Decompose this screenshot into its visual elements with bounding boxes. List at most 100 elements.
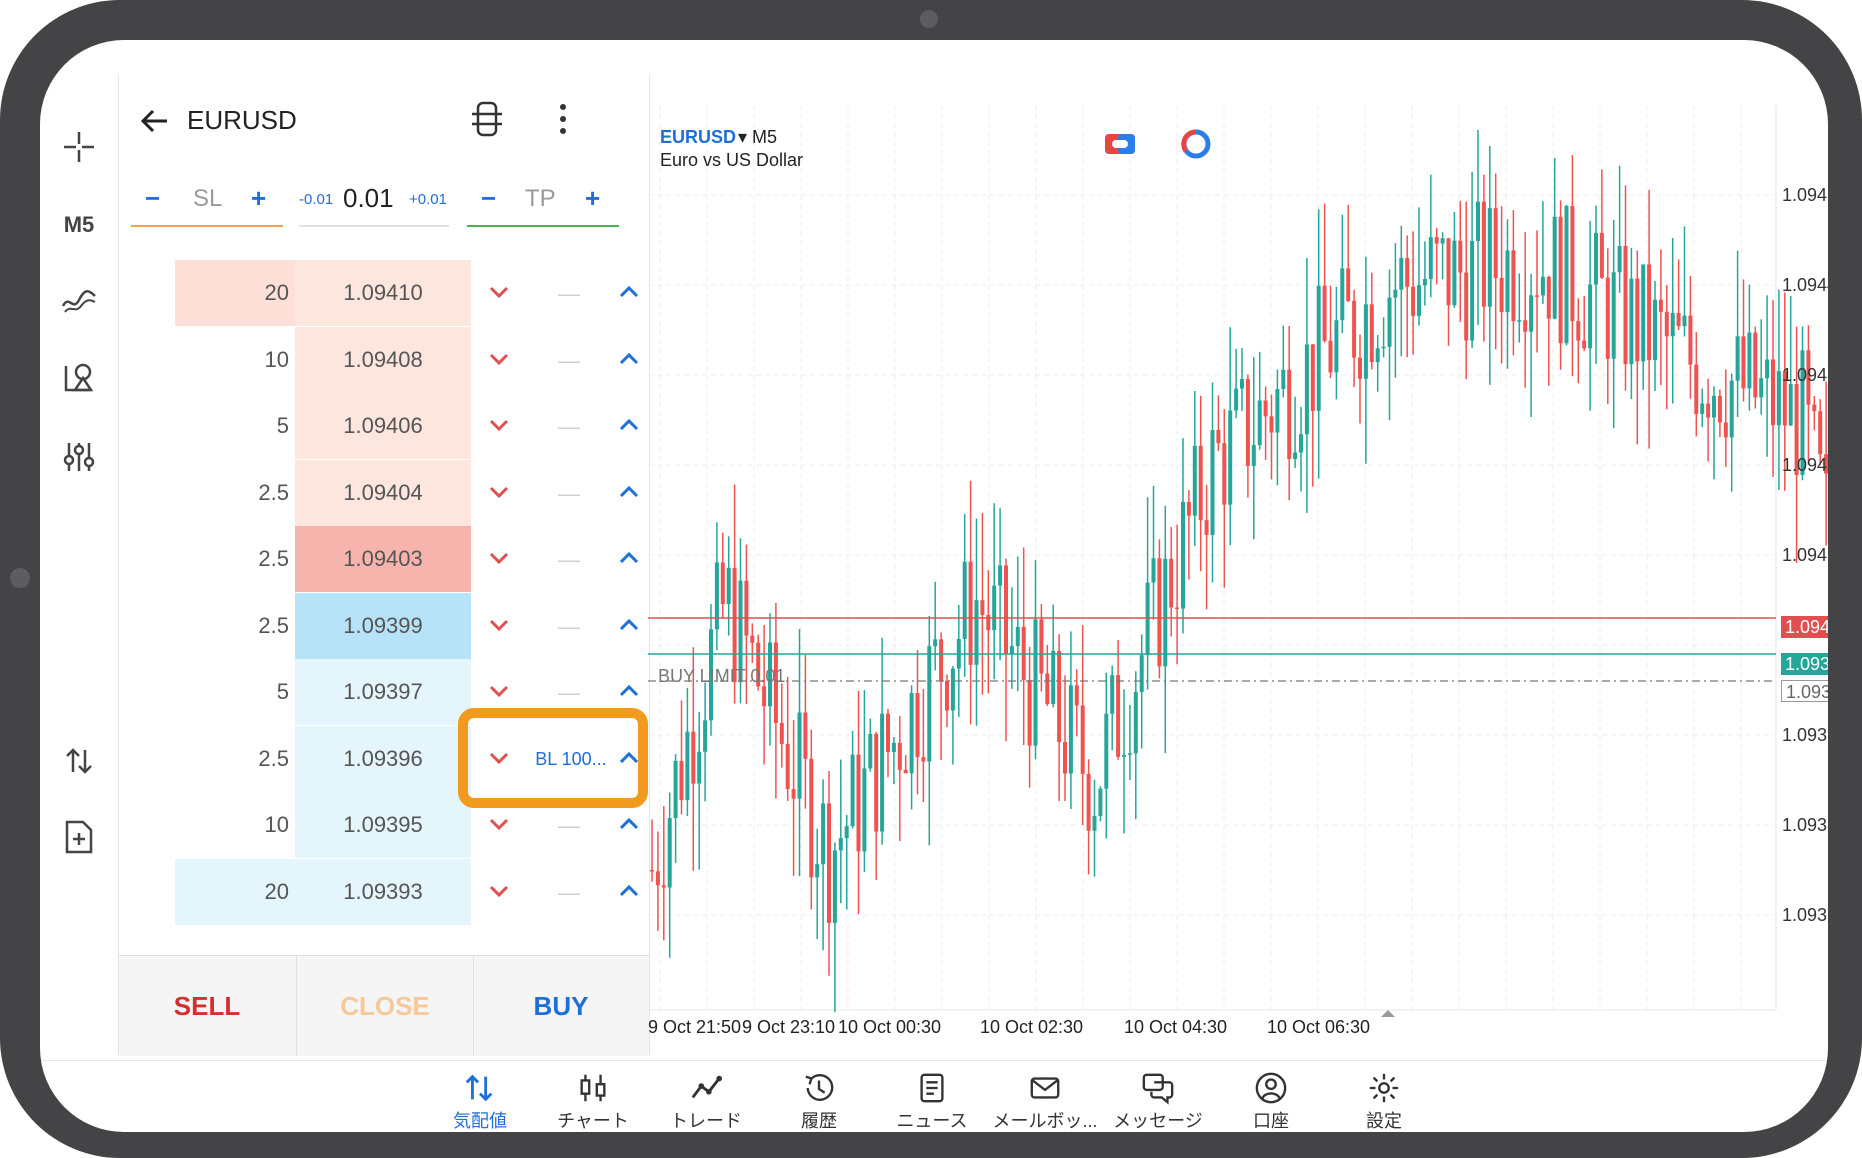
more-menu-icon[interactable] xyxy=(543,99,583,139)
sell-button[interactable]: SELL xyxy=(173,990,241,1021)
chart-symbol[interactable]: EURUSD xyxy=(660,127,737,147)
candle-body xyxy=(1812,404,1817,412)
sl-increase-button[interactable]: + xyxy=(251,183,267,213)
buy-limit-chevron-up-icon[interactable] xyxy=(615,877,643,905)
dom-row[interactable]: 10 1.09395 — xyxy=(119,792,649,858)
dom-row[interactable]: 5 1.09397 — xyxy=(119,659,649,725)
sell-limit-chevron-down-icon[interactable] xyxy=(485,611,513,639)
candle-body xyxy=(1664,311,1669,337)
nav-trade[interactable]: トレード xyxy=(651,1061,761,1132)
candle-body xyxy=(1251,445,1256,466)
sell-limit-chevron-down-icon[interactable] xyxy=(485,478,513,506)
row-volume: 5 xyxy=(276,413,289,438)
candle-body xyxy=(1293,452,1298,459)
buy-limit-chevron-up-icon[interactable] xyxy=(615,478,643,506)
candle-body xyxy=(703,720,708,752)
dom-view-icon[interactable] xyxy=(467,99,507,139)
dom-row[interactable]: 2.5 1.09399 — xyxy=(119,592,649,659)
buy-limit-chevron-up-icon[interactable] xyxy=(615,411,643,439)
volume-increase-button[interactable]: +0.01 xyxy=(409,191,447,208)
sl-decrease-button[interactable]: − xyxy=(145,183,161,213)
volume-control[interactable]: -0.01 0.01 +0.01 xyxy=(299,175,449,227)
nav-mail[interactable]: メールボッ... xyxy=(990,1061,1100,1132)
sell-limit-chevron-down-icon[interactable] xyxy=(485,744,513,772)
dom-row[interactable]: 2.5 1.09396 BL 100... xyxy=(119,725,649,792)
dom-row[interactable]: 20 1.09393 — xyxy=(119,858,649,925)
volume-decrease-button[interactable]: -0.01 xyxy=(299,191,334,208)
sell-limit-chevron-down-icon[interactable] xyxy=(485,278,513,306)
new-order-icon[interactable] xyxy=(52,810,106,864)
chart-canvas[interactable] xyxy=(648,75,1828,1055)
tp-increase-button[interactable]: + xyxy=(585,183,601,213)
price-chart[interactable]: EURUSD ▾ M5 Euro vs US Dollar 1.09450 1.0… xyxy=(648,75,1828,1055)
candle-body xyxy=(939,639,944,681)
pending-order-label[interactable]: BL 100... xyxy=(535,748,607,769)
buy-limit-chevron-up-icon[interactable] xyxy=(615,345,643,373)
depth-of-market-panel: EURUSD − SL + -0.01 0.01 +0.01 xyxy=(118,75,650,1056)
candle-body xyxy=(1122,754,1126,757)
y-tick-label: 1.09430 xyxy=(1782,365,1828,385)
nav-account[interactable]: 口座 xyxy=(1216,1061,1326,1132)
sliders-icon[interactable] xyxy=(52,430,106,484)
market-clock-icon[interactable] xyxy=(1180,129,1212,159)
candle-body xyxy=(915,693,920,758)
nav-history[interactable]: 履歴 xyxy=(764,1061,874,1132)
candle-body xyxy=(1794,384,1799,476)
chart-timeframe[interactable]: ▾ M5 xyxy=(738,127,778,147)
buy-limit-chevron-up-icon[interactable] xyxy=(615,744,643,772)
buy-limit-chevron-up-icon[interactable] xyxy=(615,544,643,572)
candle-body xyxy=(1552,216,1557,319)
buy-limit-chevron-up-icon[interactable] xyxy=(615,278,643,306)
buy-button[interactable]: BUY xyxy=(533,990,589,1021)
sell-limit-chevron-down-icon[interactable] xyxy=(485,345,513,373)
candle-body xyxy=(797,712,802,799)
nav-settings[interactable]: 設定 xyxy=(1329,1061,1439,1132)
nav-message[interactable]: メッセージ xyxy=(1103,1061,1213,1132)
sell-limit-chevron-down-icon[interactable] xyxy=(485,810,513,838)
buy-limit-chevron-up-icon[interactable] xyxy=(615,611,643,639)
buy-limit-label[interactable]: BUY LIMIT 0.01 xyxy=(658,666,786,686)
row-separator: — xyxy=(558,347,580,373)
volume-value[interactable]: 0.01 xyxy=(343,183,394,213)
dom-row[interactable]: 2.5 1.09404 — xyxy=(119,459,649,526)
signal-icon[interactable] xyxy=(1104,131,1136,157)
row-price: 1.09393 xyxy=(343,878,423,904)
x-tick-label: 9 Oct 21:50 xyxy=(648,1017,742,1037)
order-price-tag: 1.09396 xyxy=(1781,680,1828,702)
sell-limit-chevron-down-icon[interactable] xyxy=(485,544,513,572)
sell-limit-chevron-down-icon[interactable] xyxy=(485,677,513,705)
nav-quotes[interactable]: 気配値 xyxy=(425,1061,535,1132)
bid-price-tag: 1.09403 xyxy=(1781,616,1828,638)
sell-limit-chevron-down-icon[interactable] xyxy=(485,877,513,905)
candle-body xyxy=(1493,208,1498,278)
sell-limit-chevron-down-icon[interactable] xyxy=(485,411,513,439)
one-click-trade-icon[interactable] xyxy=(52,734,106,788)
dom-row[interactable]: 10 1.09408 — xyxy=(119,326,649,393)
sl-control[interactable]: − SL + xyxy=(131,175,283,227)
dom-row[interactable]: 2.5 1.09403 — xyxy=(119,526,649,592)
timeframe-button[interactable]: M5 xyxy=(52,198,106,252)
dom-row[interactable]: 20 1.09410 — xyxy=(119,260,649,326)
tp-control[interactable]: − TP + xyxy=(467,175,619,227)
row-separator: — xyxy=(558,480,580,506)
candle-body xyxy=(1529,295,1534,332)
nav-news[interactable]: ニュース xyxy=(877,1061,987,1132)
dom-header: EURUSD xyxy=(119,75,649,165)
back-arrow-icon[interactable] xyxy=(135,101,175,141)
crosshair-icon[interactable] xyxy=(52,120,106,174)
price-cell xyxy=(295,526,471,592)
buy-limit-chevron-up-icon[interactable] xyxy=(615,677,643,705)
nav-chart[interactable]: チャート xyxy=(538,1061,648,1132)
buy-limit-chevron-up-icon[interactable] xyxy=(615,810,643,838)
close-button[interactable]: CLOSE xyxy=(296,956,474,1056)
objects-icon[interactable] xyxy=(52,350,106,404)
tp-decrease-button[interactable]: − xyxy=(481,183,497,213)
candle-body xyxy=(750,635,755,643)
candle-body xyxy=(1540,276,1545,296)
indicators-icon[interactable] xyxy=(52,272,106,326)
dom-row[interactable]: 5 1.09406 — xyxy=(119,393,649,459)
candle-body xyxy=(933,639,938,647)
candle-body xyxy=(714,562,719,630)
row-price: 1.09397 xyxy=(343,679,423,704)
candle-body xyxy=(1057,650,1062,742)
